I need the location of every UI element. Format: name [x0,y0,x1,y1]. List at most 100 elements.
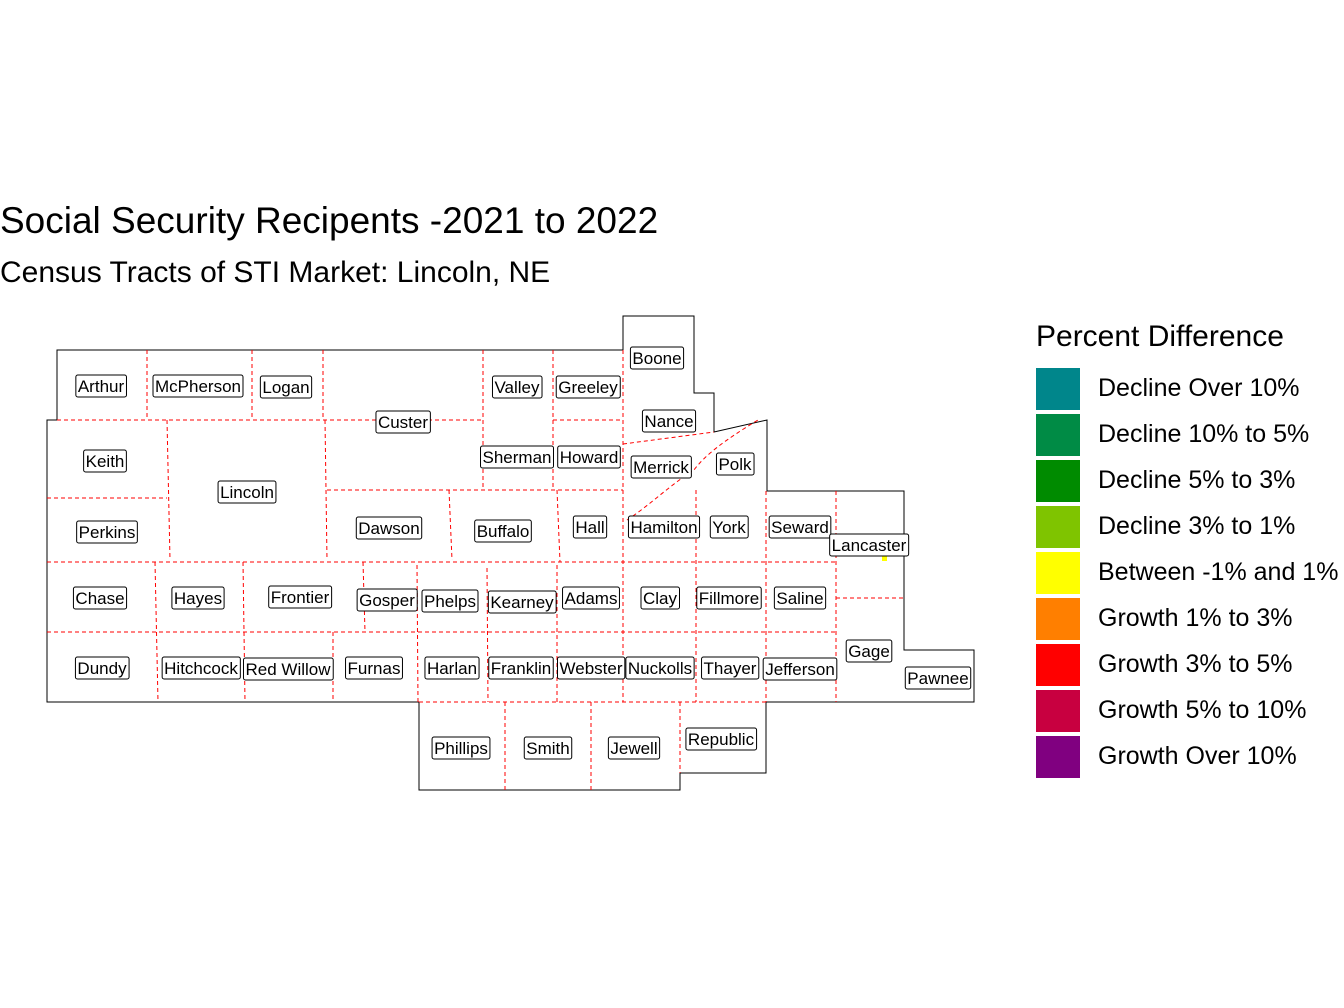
county-label-box [355,516,423,540]
county-label-text: Keith [86,452,125,471]
county-label-text: Hamilton [630,518,697,537]
county-label: Howard [557,445,621,469]
county-label-text: Nance [644,412,693,431]
county-label-text: Perkins [79,523,136,542]
county-label-text: Smith [526,739,569,758]
county-label-text: Valley [494,378,540,397]
county-label: Valley [491,375,543,399]
county-label: Lincoln [217,480,277,504]
county-label-box [572,515,608,539]
county-label-box [768,515,832,539]
county-label: Arthur [75,374,127,398]
county-label-text: Gage [848,642,890,661]
county-label-box [488,656,554,680]
legend-swatch [1036,460,1080,502]
county-label: Harlan [424,656,480,680]
county-label-box [523,736,573,760]
county-label-text: Harlan [427,659,477,678]
county-label-text: Phillips [434,739,488,758]
county-label-text: Polk [718,455,752,474]
county-label: Sherman [480,445,554,469]
county-label-box [83,449,127,473]
county-label-box [607,736,661,760]
county-label-text: Red Willow [245,660,331,679]
county-label-text: Thayer [704,659,757,678]
county-label: Hayes [171,586,225,610]
county-label-text: Hitchcock [164,659,238,678]
county-label: Dawson [355,516,423,540]
county-label-box [480,445,554,469]
county-label-text: Boone [632,349,681,368]
county-label-box [557,445,621,469]
county-label-box [152,374,244,398]
county-label-text: Buffalo [477,522,530,541]
county-label: Frontier [268,585,333,609]
county-label-text: Jefferson [765,660,835,679]
county-label-box [641,409,697,433]
county-label: Clay [640,586,681,610]
legend-swatch [1036,552,1080,594]
county-label: Hitchcock [161,656,241,680]
legend-item: Growth 1% to 3% [1036,596,1293,642]
county-label-text: Franklin [491,659,551,678]
county-label-text: Hayes [174,589,222,608]
county-label-text: Seward [771,518,829,537]
legend: Percent Difference Decline Over 10% Decli… [1036,320,1338,780]
county-label-box [345,656,403,680]
county-label-box [829,533,910,557]
county-label-text: Webster [560,659,623,678]
county-label-box [845,639,893,663]
legend-swatch [1036,644,1080,686]
legend-item: Decline 10% to 5% [1036,412,1309,458]
county-label-box [709,515,749,539]
legend-label: Growth Over 10% [1098,742,1297,770]
county-label-text: Pawnee [907,669,968,688]
county-label: Pawnee [904,666,972,690]
county-label: Fillmore [696,586,762,610]
county-label-text: Nuckolls [628,659,692,678]
county-label-text: Phelps [424,592,476,611]
legend-swatch [1036,506,1080,548]
county-labels: Arthur McPherson Logan Custer Valley Greeley B… [72,346,972,760]
county-label: Buffalo [474,519,532,543]
county-label-text: Sherman [483,448,552,467]
tract-borders [47,350,904,790]
county-label-text: Gosper [359,591,415,610]
county-label-text: Chase [75,589,124,608]
county-label: Jefferson [762,657,838,681]
county-label-box [685,727,758,751]
county-label: Dundy [74,656,130,680]
county-label: McPherson [152,374,244,398]
legend-swatch [1036,690,1080,732]
county-label: Smith [523,736,573,760]
county-label-box [242,657,334,681]
county-label: Greeley [555,375,621,399]
market-outline [46,315,975,791]
county-label-box [491,375,543,399]
county-label: Thayer [701,656,760,680]
county-label: Phillips [431,736,491,760]
county-label-box [161,656,241,680]
county-label-text: Dawson [358,519,419,538]
county-label-text: McPherson [155,377,241,396]
county-label: Polk [715,452,755,476]
county-label: Nuckolls [625,656,695,680]
county-label-box [630,455,692,479]
county-label-box [217,480,277,504]
county-label-text: Merrick [633,458,689,477]
county-label-box [904,666,972,690]
highlight-tract [882,553,887,561]
county-label-box [259,375,313,399]
county-label-text: Arthur [78,377,125,396]
county-label-text: Fillmore [699,589,759,608]
county-label-text: Furnas [348,659,401,678]
legend-item: Between -1% and 1% [1036,550,1338,596]
county-label: Custer [375,410,431,434]
county-label-box [696,586,762,610]
county-label: Boone [629,346,685,370]
county-label-text: Adams [565,589,618,608]
county-label-text: Custer [378,413,428,432]
county-label: Chase [72,586,128,610]
legend-label: Between -1% and 1% [1098,558,1339,586]
